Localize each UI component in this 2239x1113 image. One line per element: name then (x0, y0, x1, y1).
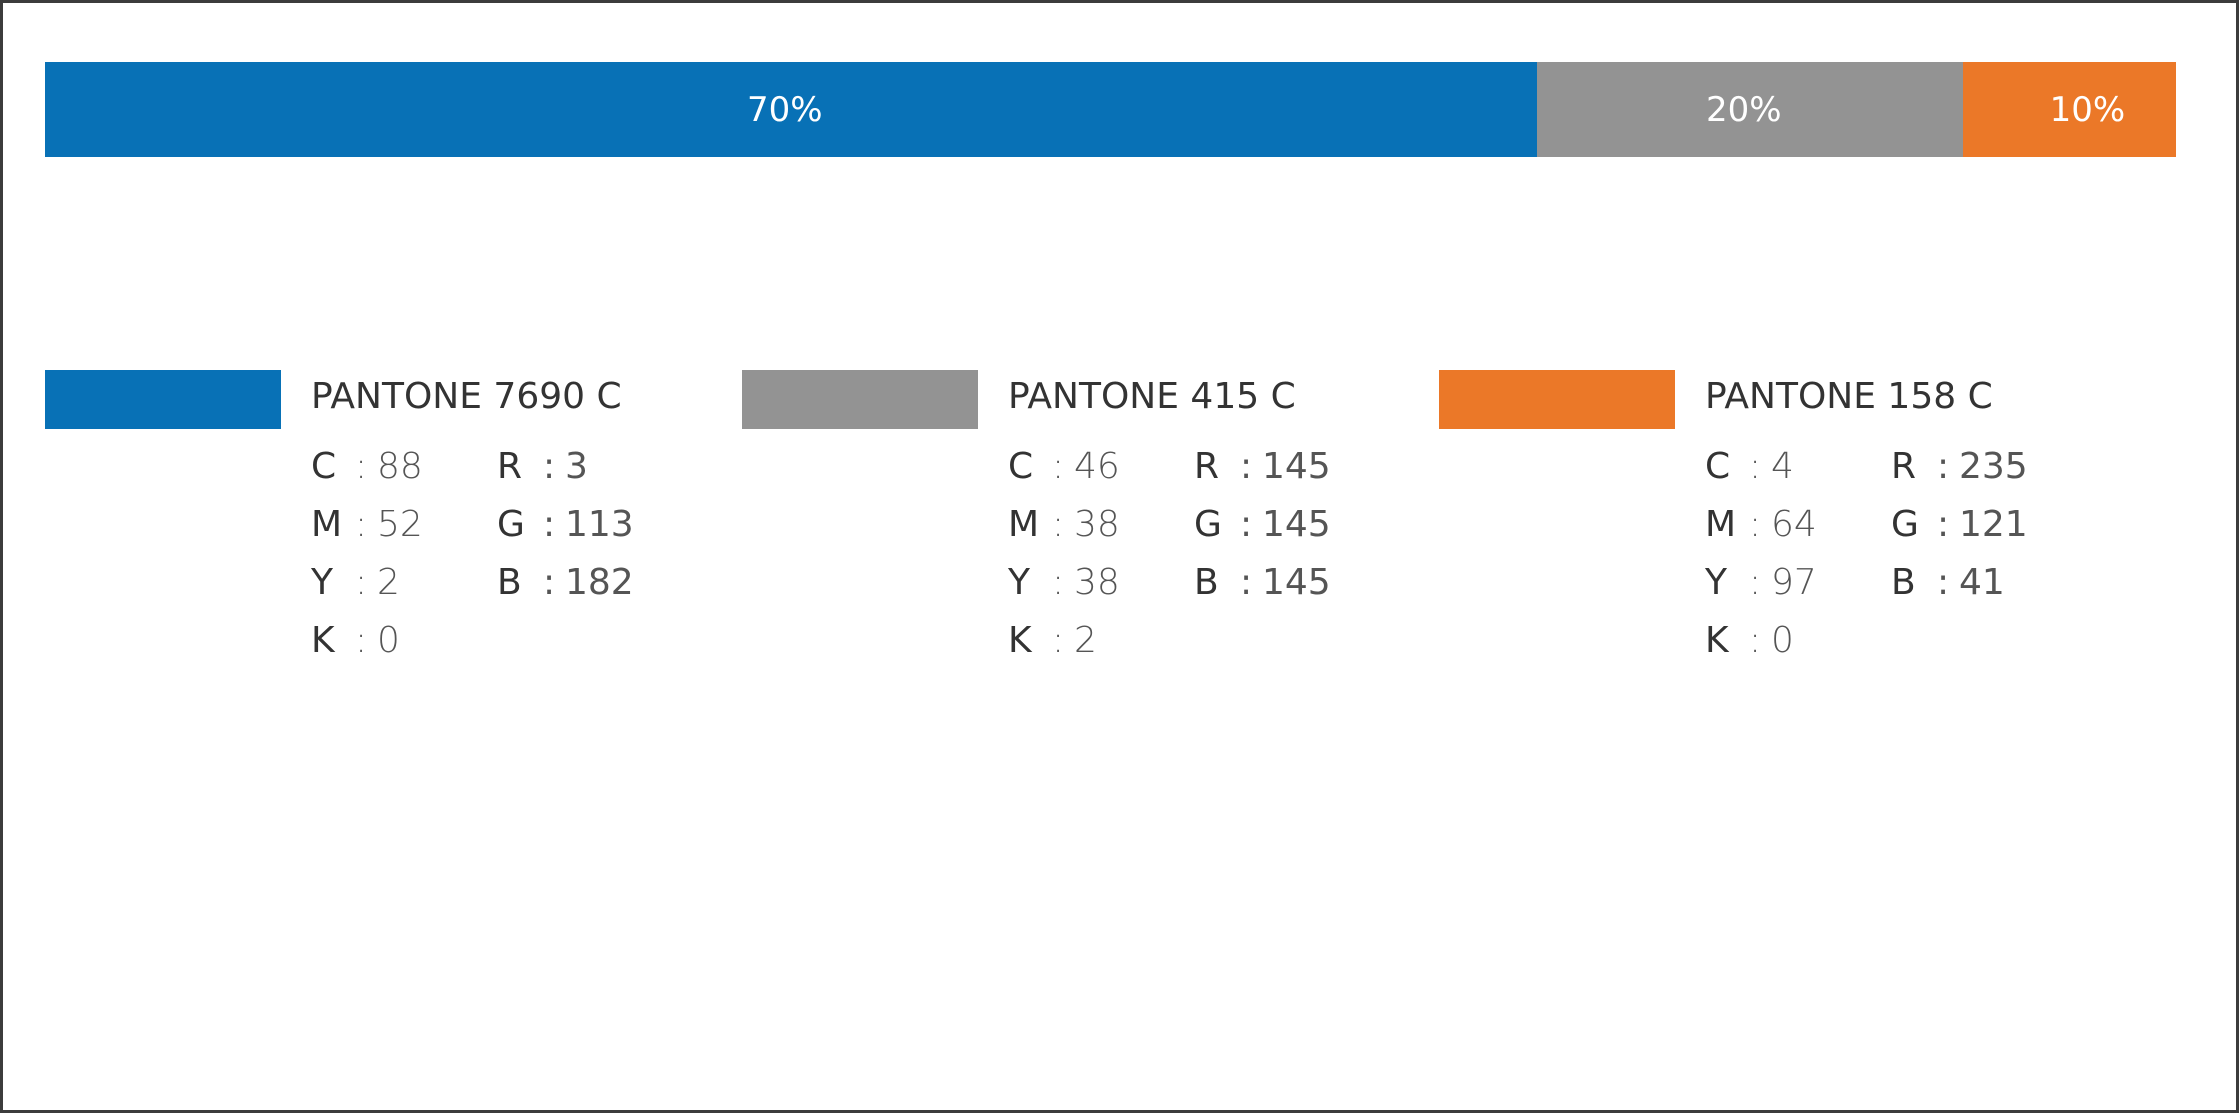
separator: : (355, 446, 368, 487)
g-label: G (497, 504, 525, 545)
ratio-label-gray: 20% (1705, 89, 1782, 130)
separator: : (1052, 446, 1065, 487)
separator: : (1240, 562, 1253, 603)
color-values: C : 88 R : 3 M : 52 G : 113 Y : (311, 438, 634, 670)
swatch-info-blue: PANTONE 7690 C C : 88 R : 3 M : 52 G : 1… (311, 372, 634, 670)
g-value: 145 (1262, 504, 1331, 545)
y-label: Y (1705, 562, 1727, 603)
separator: : (543, 504, 556, 545)
k-label: K (311, 620, 335, 661)
separator: : (355, 620, 368, 661)
swatch-gray: PANTONE 415 C C : 46 R : 145 M : 38 G : … (742, 370, 1362, 690)
ratio-segment-orange: 10% (1962, 62, 2176, 157)
separator: : (1240, 446, 1253, 487)
m-value: 38 (1074, 504, 1120, 545)
value-row: Y : 97 B : 41 (1705, 554, 2005, 612)
separator: : (1937, 504, 1950, 545)
c-value: 46 (1074, 446, 1120, 487)
color-values: C : 46 R : 145 M : 38 G : 145 Y : (1008, 438, 1331, 670)
swatch-blue: PANTONE 7690 C C : 88 R : 3 M : 52 G : 1… (45, 370, 665, 690)
m-value: 52 (377, 504, 423, 545)
c-value: 4 (1771, 446, 1794, 487)
c-value: 88 (377, 446, 423, 487)
r-label: R (1194, 446, 1220, 487)
separator: : (543, 562, 556, 603)
separator: : (1749, 562, 1762, 603)
ratio-segment-gray: 20% (1536, 62, 1963, 157)
separator: : (1052, 620, 1065, 661)
separator: : (1749, 446, 1762, 487)
value-row: K : 0 (311, 612, 622, 670)
separator: : (1749, 620, 1762, 661)
separator: : (355, 504, 368, 545)
r-value: 3 (565, 446, 588, 487)
separator: : (1937, 446, 1950, 487)
k-label: K (1008, 620, 1032, 661)
separator: : (355, 562, 368, 603)
separator: : (1240, 504, 1253, 545)
k-value: 0 (377, 620, 400, 661)
b-value: 41 (1959, 562, 2005, 603)
y-value: 38 (1074, 562, 1120, 603)
value-row: K : 0 (1705, 612, 1993, 670)
value-row: M : 64 G : 121 (1705, 496, 2028, 554)
m-value: 64 (1771, 504, 1817, 545)
value-row: Y : 38 B : 145 (1008, 554, 1331, 612)
y-label: Y (1008, 562, 1030, 603)
r-value: 235 (1959, 446, 2028, 487)
ratio-label-blue: 70% (747, 89, 823, 130)
g-label: G (1194, 504, 1222, 545)
pantone-name: PANTONE 415 C (1008, 376, 1296, 417)
b-label: B (1891, 562, 1916, 603)
ratio-segment-blue: 70% (45, 62, 1537, 157)
b-value: 145 (1262, 562, 1331, 603)
value-row: K : 2 (1008, 612, 1296, 670)
swatch-chip-gray (742, 370, 978, 429)
value-row: Y : 2 B : 182 (311, 554, 634, 612)
swatch-chip-blue (45, 370, 281, 429)
swatch-info-gray: PANTONE 415 C C : 46 R : 145 M : 38 G : … (1008, 372, 1331, 670)
ratio-label-orange: 10% (2049, 89, 2126, 130)
value-row: C : 46 R : 145 (1008, 438, 1331, 496)
swatch-orange: PANTONE 158 C C : 4 R : 235 M : 64 G : 1… (1439, 370, 2059, 690)
g-value: 113 (565, 504, 634, 545)
value-row: M : 52 G : 113 (311, 496, 634, 554)
c-label: C (1008, 446, 1034, 487)
separator: : (1749, 504, 1762, 545)
k-label: K (1705, 620, 1729, 661)
value-row: C : 88 R : 3 (311, 438, 622, 496)
b-value: 182 (565, 562, 634, 603)
y-label: Y (311, 562, 333, 603)
g-label: G (1891, 504, 1919, 545)
y-value: 2 (377, 562, 400, 603)
m-label: M (1008, 504, 1040, 545)
separator: : (1052, 562, 1065, 603)
value-row: M : 38 G : 145 (1008, 496, 1331, 554)
b-label: B (497, 562, 522, 603)
m-label: M (1705, 504, 1737, 545)
m-label: M (311, 504, 343, 545)
pantone-name: PANTONE 158 C (1705, 376, 1993, 417)
k-value: 2 (1074, 620, 1097, 661)
value-row: C : 4 R : 235 (1705, 438, 2028, 496)
swatch-info-orange: PANTONE 158 C C : 4 R : 235 M : 64 G : 1… (1705, 372, 2028, 670)
pantone-name: PANTONE 7690 C (311, 376, 622, 417)
g-value: 121 (1959, 504, 2028, 545)
color-ratio-bar: 70% 20% 10% (45, 62, 2176, 157)
r-value: 145 (1262, 446, 1331, 487)
separator: : (1052, 504, 1065, 545)
r-label: R (497, 446, 523, 487)
separator: : (543, 446, 556, 487)
b-label: B (1194, 562, 1219, 603)
y-value: 97 (1771, 562, 1817, 603)
separator: : (1937, 562, 1950, 603)
swatch-chip-orange (1439, 370, 1675, 429)
r-label: R (1891, 446, 1917, 487)
k-value: 0 (1771, 620, 1794, 661)
c-label: C (311, 446, 337, 487)
color-values: C : 4 R : 235 M : 64 G : 121 Y : (1705, 438, 2028, 670)
c-label: C (1705, 446, 1731, 487)
